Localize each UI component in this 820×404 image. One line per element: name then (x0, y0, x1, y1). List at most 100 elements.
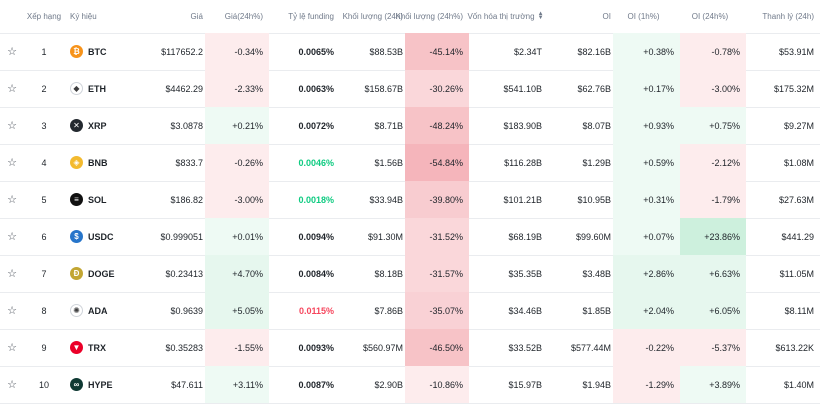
price-change-header[interactable]: Giá(24h%) (224, 12, 263, 21)
volume-header[interactable]: Khối lượng (24h) (342, 12, 403, 21)
table-row[interactable]: ☆ 2 ◆ ETH $4462.29 -2.33% 0.0063% $158.67B -30.2… (0, 70, 820, 108)
oi-cell: $1.29B (582, 157, 611, 168)
market-cap-cell: $541.10B (503, 83, 542, 94)
favorite-star-icon[interactable]: ☆ (7, 157, 17, 169)
table-row[interactable]: ☆ 9 ▼ TRX $0.35283 -1.55% 0.0093% $560.97M -46.5… (0, 329, 820, 367)
symbol-cell[interactable]: ₿ BTC (64, 33, 140, 70)
oi-1h-cell: -1.29% (613, 366, 680, 403)
volume-change-cell: -54.84% (405, 144, 469, 181)
oi-1h-cell: +0.31% (613, 181, 680, 218)
oi-24h-header[interactable]: OI (24h%) (691, 12, 729, 21)
volume-change-header[interactable]: Khối lượng (24h%) (395, 12, 463, 21)
funding-rate-cell: 0.0084% (298, 268, 334, 279)
volume-change-cell: -35.07% (405, 292, 469, 329)
oi-1h-header[interactable]: OI (1h%) (627, 12, 660, 21)
liquidation-cell: $27.63M (778, 194, 814, 205)
solana-icon: ≡ (70, 193, 83, 206)
bnb-icon: ◈ (70, 156, 83, 169)
rank-cell: 8 (41, 305, 47, 316)
favorite-star-icon[interactable]: ☆ (7, 268, 17, 280)
cardano-icon: ✺ (70, 304, 83, 317)
table-row[interactable]: ☆ 4 ◈ BNB $833.7 -0.26% 0.0046% $1.56B -54.84% $1… (0, 144, 820, 182)
volume-change-cell: -45.14% (405, 33, 469, 70)
table-row[interactable]: ☆ 7 Ð DOGE $0.23413 +4.70% 0.0084% $8.18B -31.57… (0, 255, 820, 293)
oi-1h-cell: +0.07% (613, 218, 680, 255)
symbol-cell[interactable]: ◆ ETH (64, 70, 140, 107)
favorite-star-icon[interactable]: ☆ (7, 231, 17, 243)
volume-change-cell: -10.86% (405, 366, 469, 403)
table-row[interactable]: ☆ 5 ≡ SOL $186.82 -3.00% 0.0018% $33.94B -39.80%… (0, 181, 820, 219)
favorite-column-header (0, 0, 24, 33)
table-row[interactable]: ☆ 6 $ USDC $0.999051 +0.01% 0.0094% $91.30M -31.… (0, 218, 820, 256)
funding-rate-cell: 0.0065% (298, 46, 334, 57)
dogecoin-icon: Ð (70, 267, 83, 280)
table-row[interactable]: ☆ 3 ✕ XRP $3.0878 +0.21% 0.0072% $8.71B -48.24% $… (0, 107, 820, 145)
price-cell: $117652.2 (161, 46, 203, 57)
oi-24h-cell: -0.78% (680, 33, 746, 70)
favorite-star-icon[interactable]: ☆ (7, 83, 17, 95)
rank-header[interactable]: Xếp hạng (26, 12, 62, 21)
symbol-label: BTC (88, 46, 107, 57)
price-change-cell: -0.26% (205, 144, 269, 181)
symbol-cell[interactable]: ✺ ADA (64, 292, 140, 329)
oi-cell: $577.44M (570, 342, 611, 353)
bitcoin-icon: ₿ (70, 45, 83, 58)
market-cap-header[interactable]: Vốn hóa thị trường ▲ ▼ (467, 0, 544, 33)
oi-1h-cell: +2.04% (613, 292, 680, 329)
symbol-label: ADA (88, 305, 108, 316)
market-cap-cell: $2.34T (513, 46, 542, 57)
funding-rate-cell: 0.0115% (298, 305, 334, 316)
oi-cell: $82.16B (577, 46, 611, 57)
volume-cell: $91.30M (367, 231, 403, 242)
rank-cell: 9 (41, 342, 47, 353)
oi-1h-cell: +2.86% (613, 255, 680, 292)
liquidation-cell: $8.11M (784, 305, 814, 316)
symbol-cell[interactable]: ≡ SOL (64, 181, 140, 218)
symbol-cell[interactable]: ◈ BNB (64, 144, 140, 181)
symbol-cell[interactable]: Ð DOGE (64, 255, 140, 292)
favorite-star-icon[interactable]: ☆ (7, 305, 17, 317)
volume-change-cell: -30.26% (405, 70, 469, 107)
price-header[interactable]: Giá (190, 12, 203, 21)
market-cap-header-label: Vốn hóa thị trường ▲ ▼ (467, 11, 544, 22)
volume-cell: $2.90B (374, 379, 403, 390)
table-row[interactable]: ☆ 8 ✺ ADA $0.9639 +5.05% 0.0115% $7.86B -35.07% $… (0, 292, 820, 330)
funding-rate-cell: 0.0046% (298, 157, 334, 168)
symbol-cell[interactable]: ▼ TRX (64, 329, 140, 366)
volume-cell: $560.97M (362, 342, 403, 353)
funding-rate-cell: 0.0094% (298, 231, 334, 242)
favorite-star-icon[interactable]: ☆ (7, 342, 17, 354)
symbol-label: SOL (88, 194, 107, 205)
price-cell: $0.9639 (170, 305, 203, 316)
liquidation-header[interactable]: Thanh lý (24h) (762, 12, 814, 21)
symbol-header[interactable]: Ký hiệu (64, 0, 140, 33)
funding-rate-header[interactable]: Tỷ lệ funding (288, 12, 334, 21)
funding-rate-cell: 0.0018% (298, 194, 334, 205)
volume-change-cell: -31.57% (405, 255, 469, 292)
symbol-cell[interactable]: ∞ HYPE (64, 366, 140, 403)
symbol-cell[interactable]: ✕ XRP (64, 107, 140, 144)
price-change-cell: +4.70% (205, 255, 269, 292)
volume-change-cell: -46.50% (405, 329, 469, 366)
oi-24h-cell: -3.00% (680, 70, 746, 107)
price-change-cell: +0.21% (205, 107, 269, 144)
table-row[interactable]: ☆ 10 ∞ HYPE $47.611 +3.11% 0.0087% $2.90B -10.86… (0, 366, 820, 404)
rank-cell: 10 (38, 379, 49, 390)
favorite-star-icon[interactable]: ☆ (7, 379, 17, 391)
rank-cell: 4 (41, 157, 47, 168)
symbol-label: DOGE (88, 268, 115, 279)
liquidation-cell: $441.29 (781, 231, 814, 242)
table-row[interactable]: ☆ 1 ₿ BTC $117652.2 -0.34% 0.0065% $88.53B -45.1… (0, 33, 820, 71)
oi-cell: $1.94B (582, 379, 611, 390)
xrp-icon: ✕ (70, 119, 83, 132)
market-cap-cell: $101.21B (503, 194, 542, 205)
symbol-cell[interactable]: $ USDC (64, 218, 140, 255)
oi-header[interactable]: OI (602, 12, 611, 21)
table-header: Xếp hạng Ký hiệu Giá Giá(24h%) Tỷ lệ fun… (0, 0, 820, 34)
favorite-star-icon[interactable]: ☆ (7, 120, 17, 132)
symbol-label: XRP (88, 120, 107, 131)
favorite-star-icon[interactable]: ☆ (7, 194, 17, 206)
sort-icon[interactable]: ▲ ▼ (537, 11, 544, 22)
tron-icon: ▼ (70, 341, 83, 354)
favorite-star-icon[interactable]: ☆ (7, 46, 17, 58)
